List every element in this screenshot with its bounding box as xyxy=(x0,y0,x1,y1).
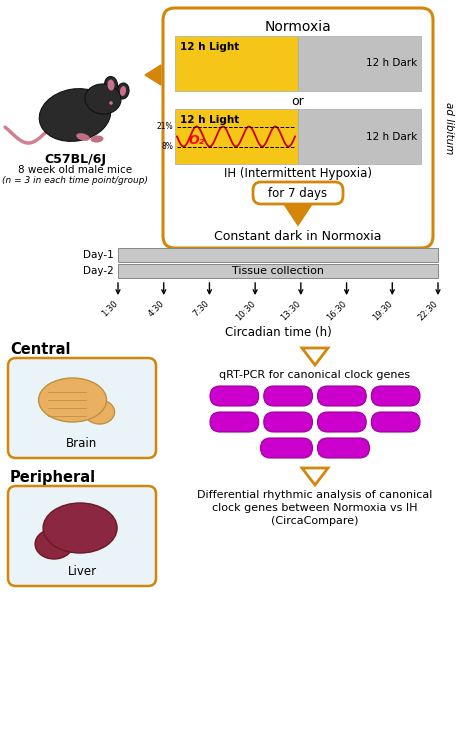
FancyBboxPatch shape xyxy=(264,412,312,432)
Text: qRT-PCR for canonical clock genes: qRT-PCR for canonical clock genes xyxy=(219,370,410,380)
FancyBboxPatch shape xyxy=(261,438,312,458)
Ellipse shape xyxy=(35,529,73,559)
Bar xyxy=(118,248,438,262)
Ellipse shape xyxy=(120,86,126,96)
FancyBboxPatch shape xyxy=(8,486,156,586)
Text: Peripheral: Peripheral xyxy=(10,470,96,485)
Ellipse shape xyxy=(104,77,118,93)
Text: Npas2: Npas2 xyxy=(376,417,415,427)
Text: 22:30: 22:30 xyxy=(417,299,440,323)
Text: 12 h Dark: 12 h Dark xyxy=(366,59,417,69)
Polygon shape xyxy=(302,348,328,365)
FancyBboxPatch shape xyxy=(210,386,259,406)
Text: Cry1: Cry1 xyxy=(328,391,356,401)
Polygon shape xyxy=(302,468,328,485)
FancyBboxPatch shape xyxy=(371,412,420,432)
FancyBboxPatch shape xyxy=(318,412,366,432)
Text: for 7 days: for 7 days xyxy=(268,186,328,200)
Text: IH (Intermittent Hypoxia): IH (Intermittent Hypoxia) xyxy=(224,167,372,180)
Text: 16:30: 16:30 xyxy=(325,299,348,323)
Ellipse shape xyxy=(91,136,103,142)
Bar xyxy=(298,36,421,91)
Polygon shape xyxy=(145,65,161,85)
Text: or: or xyxy=(292,95,304,108)
Ellipse shape xyxy=(108,80,115,90)
Bar xyxy=(118,264,438,278)
Ellipse shape xyxy=(76,133,90,141)
Text: 8 week old male mice: 8 week old male mice xyxy=(18,165,132,175)
Ellipse shape xyxy=(117,83,129,99)
Text: 12 h Light: 12 h Light xyxy=(180,42,239,52)
Text: 1:30: 1:30 xyxy=(100,299,120,319)
Circle shape xyxy=(109,101,113,105)
Text: 4:30: 4:30 xyxy=(146,299,166,319)
FancyBboxPatch shape xyxy=(8,358,156,458)
Text: Brain: Brain xyxy=(66,437,98,450)
Text: (n = 3 in each time point/group): (n = 3 in each time point/group) xyxy=(2,176,148,185)
Text: ad libitum: ad libitum xyxy=(444,102,454,154)
Text: Differential rhythmic analysis of canonical
clock genes between Normoxia vs IH
(: Differential rhythmic analysis of canoni… xyxy=(197,490,433,527)
Ellipse shape xyxy=(38,378,107,422)
Bar xyxy=(175,36,298,91)
Text: Day-1: Day-1 xyxy=(83,250,114,260)
Bar xyxy=(298,109,421,164)
Text: Day-2: Day-2 xyxy=(83,266,114,276)
Text: Arntl: Arntl xyxy=(219,391,250,401)
Text: Central: Central xyxy=(10,342,71,357)
Text: Liver: Liver xyxy=(67,565,97,578)
Text: Normoxia: Normoxia xyxy=(264,20,331,34)
Text: Per1: Per1 xyxy=(220,417,249,427)
Text: Tissue collection: Tissue collection xyxy=(232,266,324,276)
Text: Nr1d1: Nr1d1 xyxy=(324,443,363,453)
Text: O₂: O₂ xyxy=(189,134,205,147)
Text: Constant dark in Normoxia: Constant dark in Normoxia xyxy=(214,230,382,243)
Text: 12 h Light: 12 h Light xyxy=(180,115,239,125)
Ellipse shape xyxy=(85,84,121,114)
Text: 21%: 21% xyxy=(156,122,173,131)
Text: 13:30: 13:30 xyxy=(280,299,303,323)
FancyBboxPatch shape xyxy=(371,386,420,406)
Text: Circadian time (h): Circadian time (h) xyxy=(225,326,331,339)
Text: 8%: 8% xyxy=(161,142,173,151)
Text: Dbp: Dbp xyxy=(274,443,299,453)
FancyBboxPatch shape xyxy=(264,386,312,406)
Ellipse shape xyxy=(43,503,117,553)
Text: 10:30: 10:30 xyxy=(234,299,257,323)
Ellipse shape xyxy=(84,400,115,424)
Text: Per3: Per3 xyxy=(328,417,356,427)
Text: 19:30: 19:30 xyxy=(371,299,394,323)
Bar xyxy=(175,109,298,164)
FancyBboxPatch shape xyxy=(253,182,343,204)
Ellipse shape xyxy=(39,89,111,142)
FancyBboxPatch shape xyxy=(318,386,366,406)
FancyBboxPatch shape xyxy=(318,438,370,458)
FancyBboxPatch shape xyxy=(210,412,259,432)
Polygon shape xyxy=(286,206,310,224)
Text: 7:30: 7:30 xyxy=(192,299,211,319)
Text: C57BL/6J: C57BL/6J xyxy=(44,153,106,166)
FancyBboxPatch shape xyxy=(163,8,433,248)
Text: Cry2: Cry2 xyxy=(381,391,410,401)
Text: 12 h Dark: 12 h Dark xyxy=(366,132,417,142)
Text: Per2: Per2 xyxy=(274,417,302,427)
Text: Clock: Clock xyxy=(271,391,305,401)
Polygon shape xyxy=(286,206,310,224)
